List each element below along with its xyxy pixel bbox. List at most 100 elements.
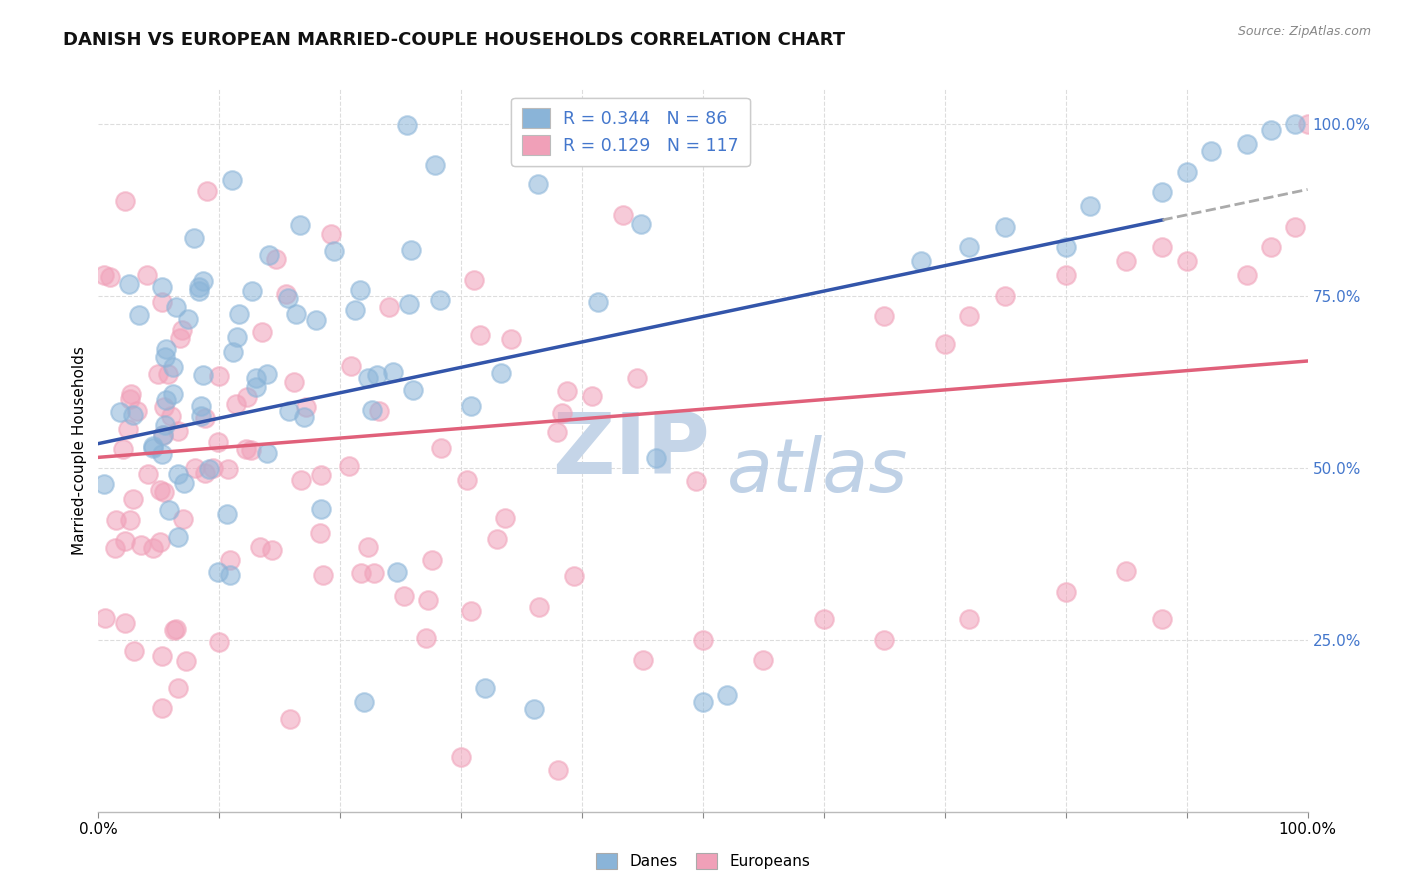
Point <box>546 425 568 439</box>
Point <box>288 219 311 233</box>
Point <box>395 118 418 132</box>
Point <box>1115 254 1137 268</box>
Point <box>430 441 453 455</box>
Point <box>368 404 391 418</box>
Point <box>129 538 152 552</box>
Point <box>337 459 360 474</box>
Point <box>152 485 174 500</box>
Point <box>240 284 263 298</box>
Point <box>468 328 491 343</box>
Point <box>94 611 117 625</box>
Point <box>994 288 1017 302</box>
Point <box>994 219 1017 234</box>
Point <box>309 467 332 482</box>
Point <box>150 701 173 715</box>
Point <box>1175 254 1198 268</box>
Point <box>256 446 278 460</box>
Point <box>104 541 127 555</box>
Point <box>276 286 298 301</box>
Point <box>245 380 267 394</box>
Point <box>278 404 301 418</box>
Point <box>256 367 278 381</box>
Point <box>218 462 240 476</box>
Point <box>222 344 245 359</box>
Point <box>146 368 169 382</box>
Point <box>162 387 184 401</box>
Point <box>225 397 247 411</box>
Point <box>122 409 145 423</box>
Point <box>104 513 127 527</box>
Point <box>873 310 896 324</box>
Point <box>249 540 271 554</box>
Point <box>420 553 443 567</box>
Point <box>245 371 267 385</box>
Point <box>586 295 609 310</box>
Point <box>136 268 159 282</box>
Point <box>190 399 212 413</box>
Point <box>343 303 366 318</box>
Point <box>236 390 259 404</box>
Point <box>172 512 194 526</box>
Point <box>250 325 273 339</box>
Point <box>429 293 451 308</box>
Point <box>460 399 482 413</box>
Point <box>167 467 190 481</box>
Point <box>117 422 139 436</box>
Point <box>626 371 648 385</box>
Point <box>692 695 714 709</box>
Point <box>157 503 180 517</box>
Point <box>460 603 482 617</box>
Point <box>381 365 404 379</box>
Point <box>188 279 211 293</box>
Legend: R = 0.344   N = 86, R = 0.129   N = 117: R = 0.344 N = 86, R = 0.129 N = 117 <box>512 98 749 166</box>
Point <box>193 274 215 288</box>
Point <box>631 653 654 667</box>
Text: Source: ZipAtlas.com: Source: ZipAtlas.com <box>1237 25 1371 38</box>
Point <box>1284 117 1306 131</box>
Point <box>176 654 198 668</box>
Point <box>527 177 550 191</box>
Point <box>630 218 652 232</box>
Point <box>494 510 516 524</box>
Point <box>170 323 193 337</box>
Point <box>194 466 217 480</box>
Point <box>957 240 980 254</box>
Point <box>235 442 257 456</box>
Point <box>228 307 250 321</box>
Point <box>142 442 165 456</box>
Point <box>474 681 496 695</box>
Point <box>1296 117 1319 131</box>
Point <box>529 599 551 614</box>
Point <box>120 387 142 401</box>
Point <box>167 681 190 695</box>
Point <box>142 440 165 454</box>
Point <box>108 405 131 419</box>
Point <box>152 400 174 414</box>
Point <box>957 310 980 324</box>
Point <box>191 368 214 382</box>
Point <box>208 369 231 384</box>
Point <box>195 184 218 198</box>
Point <box>392 589 415 603</box>
Point <box>152 428 174 442</box>
Point <box>873 632 896 647</box>
Point <box>357 540 380 554</box>
Point <box>114 533 136 548</box>
Point <box>149 483 172 497</box>
Point <box>114 194 136 209</box>
Point <box>305 313 328 327</box>
Point <box>1054 584 1077 599</box>
Point <box>93 476 115 491</box>
Y-axis label: Married-couple Households: Married-couple Households <box>72 346 87 555</box>
Point <box>207 434 229 449</box>
Point <box>463 273 485 287</box>
Point <box>294 410 316 425</box>
Point <box>1199 144 1222 158</box>
Point <box>551 406 574 420</box>
Point <box>184 460 207 475</box>
Point <box>361 403 384 417</box>
Point <box>363 566 385 581</box>
Point <box>1152 612 1174 626</box>
Point <box>166 623 188 637</box>
Point <box>1152 240 1174 254</box>
